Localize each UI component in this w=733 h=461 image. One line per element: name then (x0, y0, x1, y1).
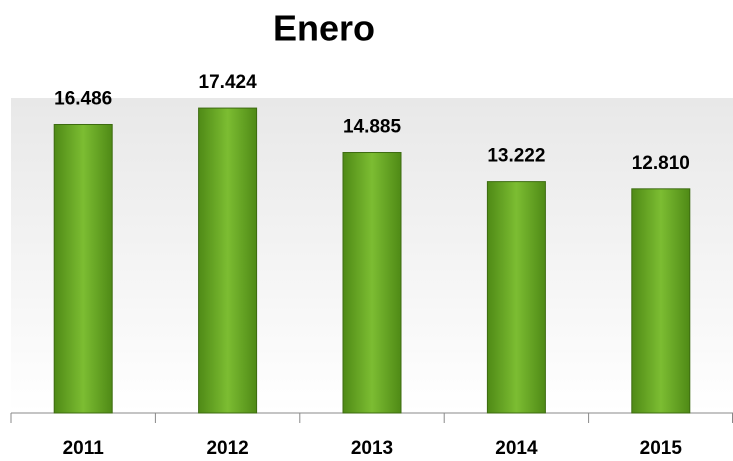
value-label: 13.222 (487, 146, 545, 167)
x-tick-label: 2015 (640, 438, 683, 459)
x-tick-label: 2014 (495, 438, 538, 459)
value-label: 14.885 (343, 117, 402, 138)
bar (631, 188, 691, 414)
bar (198, 107, 258, 414)
x-tick-label: 2011 (63, 438, 105, 459)
chart-title: Enero (273, 8, 375, 49)
x-tick-label: 2013 (351, 438, 393, 459)
x-tick-label: 2012 (206, 438, 248, 459)
value-label: 17.424 (199, 72, 258, 93)
value-label: 12.810 (632, 153, 690, 174)
value-label: 16.486 (54, 89, 112, 110)
bar (342, 152, 402, 414)
bar (486, 181, 546, 414)
bar (53, 123, 113, 414)
